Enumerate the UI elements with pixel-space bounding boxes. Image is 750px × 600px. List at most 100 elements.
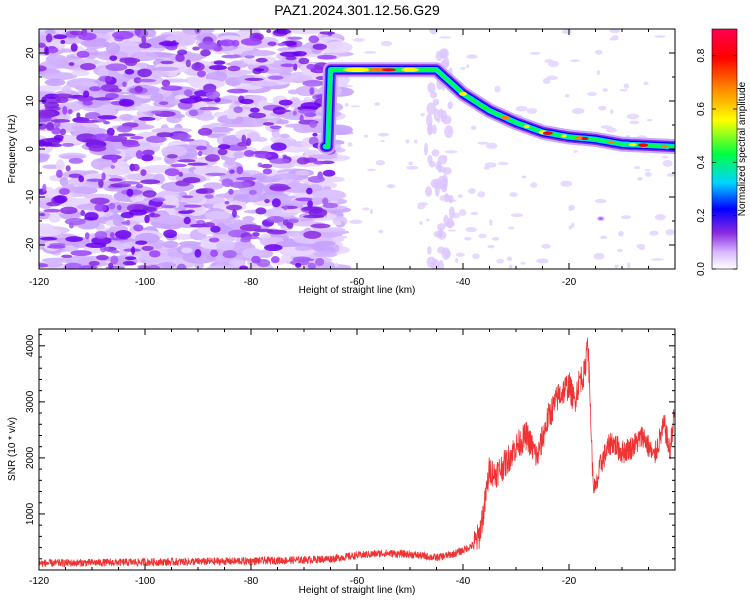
noise-blob-strong <box>236 166 244 175</box>
colorbar-tick-label: 0.2 <box>696 208 707 222</box>
noise-blob-strong <box>266 29 272 33</box>
noise-blob <box>294 246 312 251</box>
noise-blob-strong <box>62 105 68 115</box>
noise-blob-strong <box>197 150 203 157</box>
faint-speck <box>380 139 385 143</box>
snr-x-tick-label: -120 <box>29 576 49 587</box>
noise-blob-strong <box>269 158 290 164</box>
noise-blob-strong <box>166 154 178 159</box>
noise-blob-strong <box>177 49 188 56</box>
faint-speck <box>334 262 339 268</box>
faint-speck <box>593 252 605 260</box>
faint-speck <box>363 51 377 54</box>
noise-blob <box>289 97 301 109</box>
noise-blob-strong <box>141 245 154 251</box>
ridge-hotspot <box>501 115 510 120</box>
faint-speck <box>600 125 613 129</box>
spectrogram-ridge-layer <box>317 62 675 222</box>
texture-blob <box>426 102 436 115</box>
texture-blob <box>442 56 450 69</box>
noise-blob <box>101 165 135 176</box>
noise-blob-strong <box>89 86 101 92</box>
noise-blob-strong <box>124 256 137 261</box>
noise-blob-strong <box>290 259 310 266</box>
ridge-hotspot <box>581 136 589 141</box>
spectrogram-x-tick-label: -40 <box>456 277 471 288</box>
faint-speck <box>438 36 452 39</box>
noise-blob-strong <box>251 255 261 264</box>
noise-blob-strong <box>197 127 213 136</box>
noise-blob-strong <box>267 41 277 46</box>
noise-blob-strong <box>235 176 257 181</box>
faint-speck <box>651 258 664 261</box>
noise-blob-strong <box>64 218 86 226</box>
noise-blob-strong <box>244 77 264 81</box>
noise-blob-strong <box>192 46 200 51</box>
faint-speck <box>405 139 410 144</box>
spectrogram-y-tick-label: -20 <box>25 237 36 252</box>
noise-blob-strong <box>159 101 169 106</box>
noise-blob-strong <box>189 95 201 99</box>
noise-blob-strong <box>151 197 166 202</box>
noise-blob <box>61 85 72 95</box>
noise-blob-strong <box>244 55 255 59</box>
noise-blob-strong <box>196 70 207 78</box>
texture-blob <box>432 98 440 106</box>
noise-blob-strong <box>68 173 82 178</box>
noise-blob <box>196 113 215 121</box>
faint-speck <box>332 236 345 242</box>
noise-blob-strong <box>47 245 66 249</box>
noise-blob-strong <box>116 125 133 133</box>
texture-blob <box>423 142 429 156</box>
texture-blob <box>431 124 437 135</box>
noise-blob-strong <box>116 204 122 211</box>
faint-speck <box>486 142 498 150</box>
noise-blob-strong <box>205 154 220 162</box>
noise-blob-strong <box>160 85 183 91</box>
noise-blob <box>130 196 144 202</box>
noise-blob-strong <box>249 107 260 113</box>
noise-blob-strong <box>222 250 237 259</box>
noise-blob-strong <box>119 57 141 64</box>
snr-x-axis-label: Height of straight line (km) <box>299 585 416 596</box>
noise-blob-strong <box>138 116 156 121</box>
faint-speck <box>472 253 480 260</box>
noise-blob-strong <box>239 265 248 269</box>
noise-blob <box>276 119 289 125</box>
noise-blob-strong <box>53 134 64 141</box>
colorbar: 0.0 0.2 0.4 0.6 0.8 Normalized spectral ampl… <box>696 28 748 276</box>
snr-y-axis: 1000 2000 3000 4000 <box>25 334 675 571</box>
noise-blob-strong <box>112 30 134 40</box>
faint-speck <box>526 107 538 114</box>
noise-blob <box>279 133 290 139</box>
noise-blob-strong <box>108 202 116 210</box>
noise-blob <box>216 261 229 267</box>
faint-speck <box>367 168 376 172</box>
noise-blob-strong <box>59 128 67 136</box>
ridge-hotspot <box>459 91 467 96</box>
noise-blob-strong <box>262 168 273 175</box>
noise-blob-strong <box>237 141 249 147</box>
texture-blob <box>425 186 433 197</box>
noise-blob-strong <box>109 55 118 61</box>
texture-blob <box>437 259 445 269</box>
noise-blob <box>208 126 234 133</box>
faint-speck <box>460 66 466 70</box>
noise-blob <box>206 265 239 269</box>
noise-blob-strong <box>227 65 241 72</box>
noise-blob <box>281 208 307 214</box>
noise-blob-strong <box>308 136 319 145</box>
noise-blob-strong <box>300 102 321 110</box>
colorbar-tick-label: 0.8 <box>696 48 707 62</box>
noise-blob-strong <box>140 169 147 177</box>
noise-blob-strong <box>88 260 100 266</box>
ridge-hotspot <box>542 131 553 135</box>
noise-blob-strong <box>271 198 281 208</box>
spectrogram-y-tick-label: 10 <box>25 95 36 107</box>
noise-blob-strong <box>134 29 141 36</box>
faint-speck <box>377 132 390 137</box>
noise-blob <box>153 66 179 71</box>
faint-speck <box>530 51 541 55</box>
faint-speck <box>560 180 573 187</box>
noise-blob-strong <box>84 111 101 120</box>
